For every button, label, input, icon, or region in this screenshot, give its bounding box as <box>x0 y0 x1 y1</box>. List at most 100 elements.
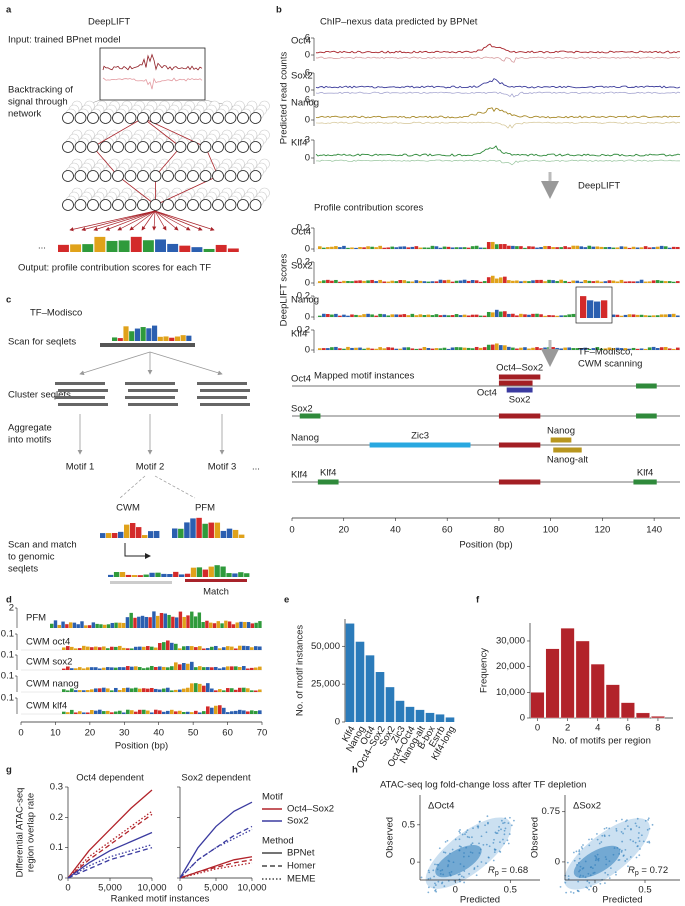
point-texture <box>439 869 442 872</box>
logo-letter <box>70 668 74 670</box>
y-tick-label: 3 <box>305 135 310 146</box>
logo-letter <box>434 348 439 350</box>
y-tick-label: 0 <box>305 312 310 323</box>
logo-letter <box>250 623 255 628</box>
logo-letter <box>122 712 126 714</box>
logo-letter <box>74 648 78 650</box>
logo-letter <box>99 624 103 628</box>
x-axis-label: Predicted <box>460 895 500 906</box>
logo-letter <box>627 348 632 350</box>
logo-letter <box>402 347 407 350</box>
point-texture <box>623 828 626 830</box>
y-axis-label: Frequency <box>479 648 490 693</box>
y-tick-label: 0 <box>410 857 415 868</box>
point-texture <box>579 865 582 868</box>
logo-letter <box>587 348 592 350</box>
logo-letter <box>162 666 166 670</box>
logo-letter <box>124 524 130 538</box>
point-texture <box>588 888 590 891</box>
logo-letter <box>446 279 451 283</box>
logo-letter <box>402 280 407 283</box>
logo-letter <box>655 280 660 283</box>
logo-letter <box>194 667 198 670</box>
point-texture <box>497 829 500 832</box>
point-texture <box>477 826 480 829</box>
logo-letter <box>535 313 539 317</box>
logo-letter <box>190 611 194 628</box>
x-axis-label: Position (bp) <box>115 741 168 752</box>
neuron <box>87 112 99 124</box>
row-name: CWM nanog <box>26 679 79 690</box>
logo-letter <box>162 642 166 650</box>
logo-letter <box>394 247 399 249</box>
logo-letter <box>130 710 134 714</box>
point-texture <box>586 880 589 883</box>
point-texture <box>587 872 590 875</box>
logo-letter <box>129 331 135 341</box>
logo-letter <box>406 315 411 317</box>
logo-letter <box>70 709 74 714</box>
logo-letter <box>163 613 167 628</box>
logo-letter <box>659 314 664 317</box>
point-texture <box>486 815 489 818</box>
point-texture <box>651 823 654 826</box>
logo-letter <box>507 245 511 249</box>
logo-letter <box>174 336 180 341</box>
logo-letter <box>58 244 69 252</box>
motif-instance <box>317 479 339 485</box>
logo-letter <box>370 279 374 283</box>
logo-letter <box>527 281 531 283</box>
logo-letter <box>246 711 250 714</box>
logo-letter <box>82 712 86 714</box>
neuron <box>224 112 237 124</box>
point-texture <box>579 869 581 872</box>
logo-letter <box>519 246 523 249</box>
logo-letter <box>571 313 576 317</box>
point-texture <box>596 853 599 856</box>
logo-letter <box>338 281 342 283</box>
track-name: Oct4 <box>291 227 311 238</box>
backtrack-label: Backtracking of <box>8 85 73 96</box>
logo-letter <box>587 245 592 249</box>
point-texture <box>591 867 594 870</box>
logo-letter <box>170 709 174 714</box>
panel-title: DeepLIFT <box>88 17 130 28</box>
logo-letter <box>446 246 451 249</box>
series-line <box>67 813 153 879</box>
logo-letter <box>651 315 656 317</box>
logo-letter <box>202 667 206 670</box>
logo-letter <box>547 279 551 283</box>
logo-letter <box>555 281 559 283</box>
logo-letter <box>98 647 102 650</box>
logo-letter <box>174 617 179 628</box>
logo-letter <box>494 278 499 283</box>
logo-letter <box>499 277 503 283</box>
point-texture <box>579 874 582 877</box>
x-tick-label: 10,000 <box>137 883 166 894</box>
logo-letter <box>159 612 164 628</box>
point-texture <box>648 840 650 843</box>
logo-letter <box>503 276 507 283</box>
point-texture <box>473 867 476 869</box>
logo-letter <box>70 244 82 252</box>
bar <box>425 712 435 722</box>
neuron <box>74 170 87 182</box>
logo-letter <box>122 667 126 670</box>
logo-letter <box>458 280 463 283</box>
logo-letter <box>214 565 220 577</box>
logo-letter <box>150 712 154 714</box>
logo-letter <box>182 663 186 670</box>
point-texture <box>465 831 468 833</box>
logo-letter <box>226 688 230 692</box>
logo-letter <box>167 614 171 628</box>
legend-title: Motif <box>262 792 283 803</box>
logo-letter <box>74 712 78 714</box>
logo-letter <box>402 314 407 317</box>
line <box>119 475 146 499</box>
logo-letter <box>226 528 233 538</box>
logo-letter <box>655 315 660 317</box>
logo-letter <box>374 315 378 317</box>
point-texture <box>588 844 591 847</box>
y-tick-label: 0 <box>305 85 310 96</box>
line <box>154 210 191 231</box>
